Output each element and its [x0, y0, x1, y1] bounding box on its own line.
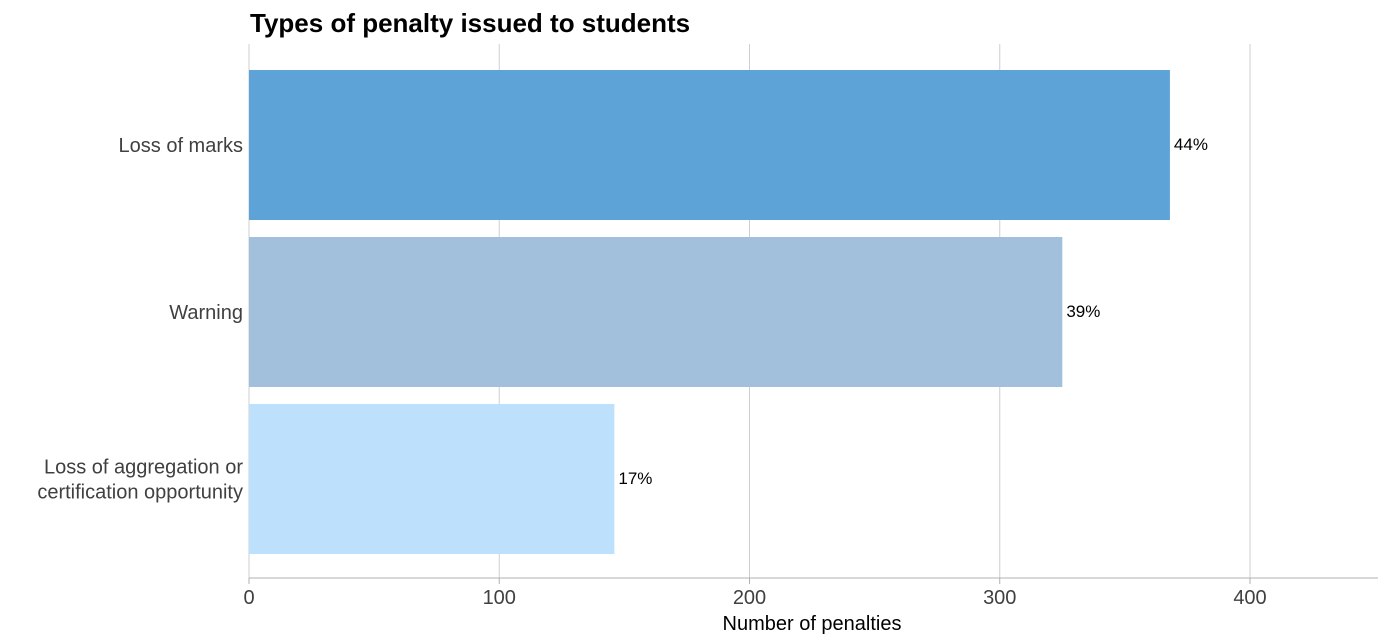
data-label: 39%: [1066, 302, 1100, 321]
category-label: Warning: [169, 302, 243, 324]
category-label: Loss of marks: [119, 135, 243, 157]
chart-title: Types of penalty issued to students: [250, 8, 691, 38]
data-label: 44%: [1174, 135, 1208, 154]
category-label: Loss of aggregation or certification oppo…: [37, 457, 243, 504]
bar: [249, 404, 615, 554]
bar: [249, 70, 1170, 220]
x-tick-label: 400: [1233, 587, 1266, 609]
category-labels: Loss of marks Warning Loss of aggregation …: [37, 135, 243, 504]
category-label-line: certification opportunity: [37, 482, 243, 504]
data-label: 17%: [618, 469, 652, 488]
x-tick-label: 300: [983, 587, 1016, 609]
x-tick-label: 100: [483, 587, 516, 609]
x-tick-label: 200: [733, 587, 766, 609]
x-tick-label: 0: [243, 587, 254, 609]
x-axis-title: Number of penalties: [723, 613, 902, 635]
data-labels: 44% 39% 17%: [618, 135, 1208, 488]
x-axis-ticks: 0 100 200 300 400: [243, 578, 1267, 609]
bars: [249, 70, 1170, 554]
category-label-line: Loss of aggregation or: [44, 457, 243, 479]
category-label-line: Loss of marks: [119, 135, 243, 157]
bar: [249, 237, 1063, 387]
category-label-line: Warning: [169, 302, 243, 324]
